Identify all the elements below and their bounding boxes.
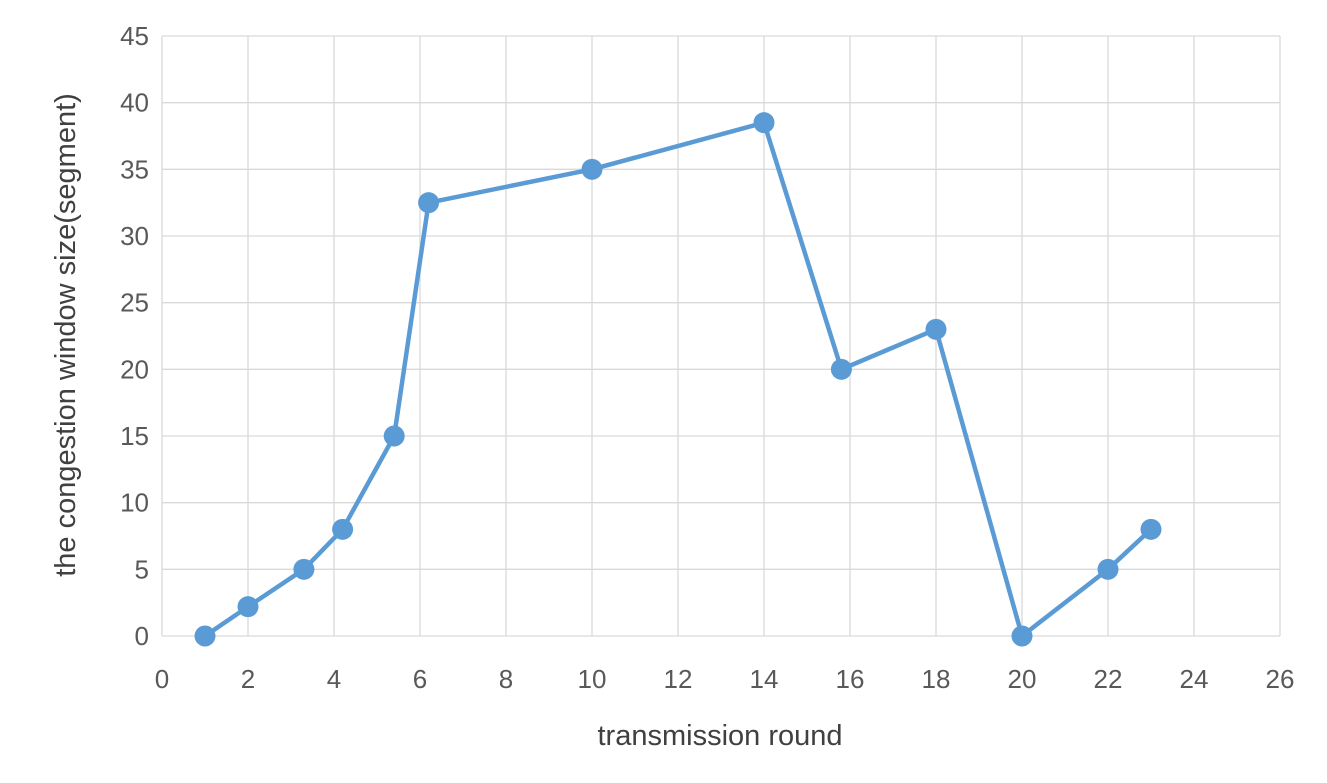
- gridlines: [161, 35, 1281, 637]
- x-tick-label: 10: [578, 664, 607, 694]
- x-tick-label: 8: [499, 664, 513, 694]
- y-tick-label: 45: [120, 21, 149, 51]
- x-tick-label: 2: [241, 664, 255, 694]
- data-point: [383, 425, 405, 447]
- x-tick-label: 0: [155, 664, 169, 694]
- data-point: [925, 318, 947, 340]
- y-tick-label: 5: [135, 554, 149, 584]
- x-tick-label: 4: [327, 664, 341, 694]
- x-tick-label: 24: [1180, 664, 1209, 694]
- y-tick-label: 40: [120, 88, 149, 118]
- y-tick-label: 15: [120, 421, 149, 451]
- x-tick-label: 18: [922, 664, 951, 694]
- x-tick-label: 12: [664, 664, 693, 694]
- x-tick-label: 20: [1008, 664, 1037, 694]
- data-point: [1097, 558, 1119, 580]
- y-tick-label: 25: [120, 288, 149, 318]
- y-axis-title: the congestion window size(segment): [50, 93, 82, 577]
- x-axis-title: transmission round: [598, 720, 843, 752]
- y-tick-label: 0: [135, 621, 149, 651]
- x-tick-label: 16: [836, 664, 865, 694]
- x-tick-label: 26: [1266, 664, 1295, 694]
- data-point: [293, 558, 315, 580]
- y-tick-label: 10: [120, 488, 149, 518]
- y-tick-label: 35: [120, 154, 149, 184]
- data-series: [194, 112, 1162, 647]
- y-tick-label: 20: [120, 354, 149, 384]
- data-point: [237, 596, 259, 618]
- data-point: [332, 518, 354, 540]
- data-point: [1140, 518, 1162, 540]
- y-tick-label: 30: [120, 221, 149, 251]
- data-point: [418, 192, 440, 214]
- data-point: [194, 625, 216, 647]
- x-tick-label: 6: [413, 664, 427, 694]
- data-point: [581, 158, 603, 180]
- x-tick-label: 14: [750, 664, 779, 694]
- x-tick-label: 22: [1094, 664, 1123, 694]
- data-point: [753, 112, 775, 134]
- data-point: [1011, 625, 1033, 647]
- data-point: [830, 358, 852, 380]
